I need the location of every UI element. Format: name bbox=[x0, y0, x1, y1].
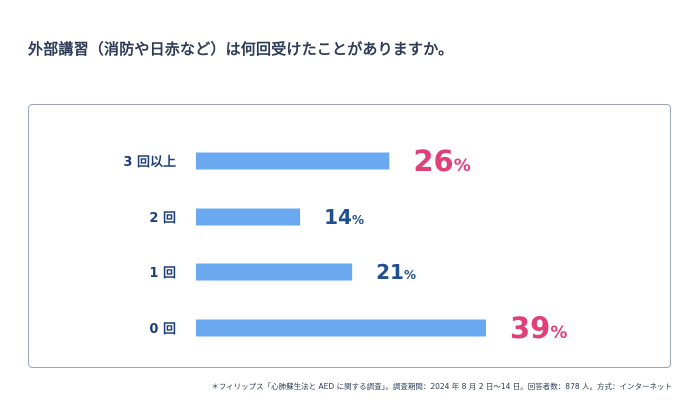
category-label: 3 回以上 bbox=[123, 155, 176, 170]
value-label: 39% bbox=[510, 311, 567, 345]
category-label: 1 回 bbox=[149, 266, 176, 281]
bar bbox=[196, 319, 486, 337]
value-label: 21% bbox=[376, 260, 416, 284]
survey-footnote: ＊フィリップス「心肺蘇生法と AED に関する調査」。調査期間：2024 年 8… bbox=[211, 382, 672, 391]
bar-chart: 3 回以上 26% 2 回 14% 1 回 21% 0 回 39% bbox=[123, 144, 567, 345]
bar bbox=[196, 263, 353, 281]
page-title: 外部講習（消防や日赤など）は何回受けたことがありますか。 bbox=[28, 40, 454, 58]
bar bbox=[196, 152, 390, 170]
value-label: 26% bbox=[413, 144, 470, 178]
category-label: 2 回 bbox=[149, 211, 176, 226]
category-label: 0 回 bbox=[149, 322, 176, 337]
value-label: 14% bbox=[324, 205, 364, 229]
bar bbox=[196, 208, 301, 226]
chart-card: 3 回以上 26% 2 回 14% 1 回 21% 0 回 39% bbox=[28, 104, 671, 368]
